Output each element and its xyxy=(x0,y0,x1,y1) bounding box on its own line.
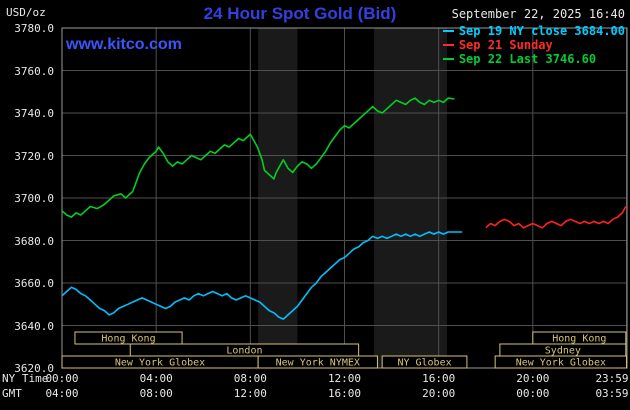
legend-label: Sep 19 NY close 3684.00 xyxy=(458,24,625,38)
session-box xyxy=(381,355,468,369)
session-label: Hong Kong xyxy=(552,334,606,345)
price-line-sep-22 xyxy=(61,97,455,218)
price-line-sep-19 xyxy=(61,231,463,320)
y-axis-units-label: USD/oz xyxy=(6,6,46,19)
price-line-sep-21 xyxy=(485,206,627,229)
chart-legend: Sep 19 NY close 3684.00 Sep 21 Sunday Sep … xyxy=(442,24,625,66)
legend-color-dash xyxy=(442,30,454,32)
session-box xyxy=(257,355,378,369)
legend-label: Sep 21 Sunday xyxy=(458,38,553,52)
kitco-watermark-link[interactable]: www.kitco.com xyxy=(66,36,182,53)
legend-item-sep-21: Sep 21 Sunday xyxy=(442,38,625,52)
session-label: NY Globex xyxy=(397,358,451,369)
session-box xyxy=(74,331,183,345)
legend-label: Sep 22 Last 3746.60 xyxy=(458,52,597,66)
legend-item-sep-22: Sep 22 Last 3746.60 xyxy=(442,52,625,66)
session-label: Hong Kong xyxy=(101,334,155,345)
legend-item-sep-19: Sep 19 NY close 3684.00 xyxy=(442,24,625,38)
session-box xyxy=(494,355,628,369)
chart-datetime: September 22, 2025 16:40 xyxy=(451,7,625,21)
page-title: 24 Hour Spot Gold (Bid) xyxy=(203,4,397,23)
legend-color-dash xyxy=(442,44,454,46)
session-label: London xyxy=(226,346,262,357)
session-label: New York Globex xyxy=(516,358,606,369)
session-label: New York Globex xyxy=(115,358,205,369)
legend-color-dash xyxy=(442,58,454,60)
session-label: Sydney xyxy=(545,346,581,357)
session-label: New York NYMEX xyxy=(276,358,360,369)
